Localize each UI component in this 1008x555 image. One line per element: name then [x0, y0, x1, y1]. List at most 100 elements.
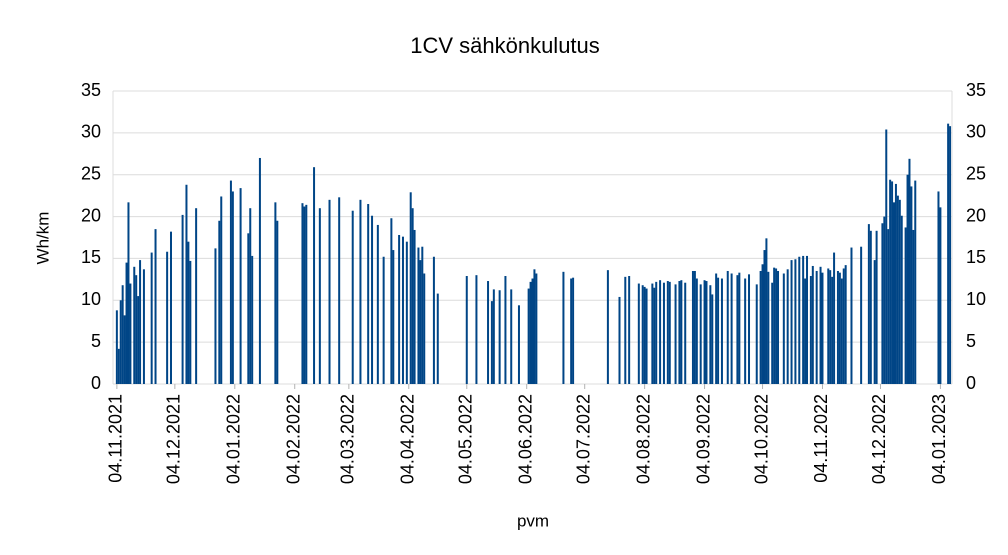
bar: [137, 296, 140, 384]
bar: [840, 278, 843, 384]
bar: [777, 270, 780, 384]
bar: [802, 255, 805, 384]
bar: [423, 273, 426, 384]
bar: [123, 315, 126, 384]
bar: [303, 206, 306, 384]
bar: [328, 199, 331, 384]
bar: [133, 266, 136, 384]
bar: [392, 250, 395, 384]
bar: [641, 285, 644, 384]
x-axis-label: pvm: [517, 511, 549, 530]
bar: [717, 277, 720, 384]
bar: [759, 270, 762, 384]
bar: [836, 270, 839, 384]
bar: [127, 202, 130, 384]
bar: [531, 278, 534, 384]
bar: [867, 224, 870, 384]
x-tick-label: 04.10.2022: [751, 394, 771, 484]
y2-tick-label: 5: [966, 331, 976, 351]
x-tick-label: 04.12.2022: [869, 394, 889, 484]
x-tick-label: 04.01.2023: [929, 394, 949, 484]
bar: [695, 278, 698, 384]
bar: [239, 188, 242, 384]
bar: [910, 186, 913, 384]
bar: [860, 246, 863, 384]
bar: [411, 208, 414, 384]
bar: [821, 272, 824, 384]
bar: [711, 294, 714, 384]
bar: [674, 284, 677, 384]
x-tick-label: 04.03.2022: [338, 394, 358, 484]
bar: [413, 229, 416, 384]
bar: [618, 296, 621, 384]
bar: [432, 256, 435, 384]
bar: [798, 256, 801, 384]
bar: [492, 289, 495, 384]
bar: [949, 126, 952, 384]
x-tick-label: 04.12.2021: [164, 394, 184, 484]
x-tick-label: 04.09.2022: [693, 394, 713, 484]
bar: [274, 202, 277, 384]
bar: [844, 265, 847, 384]
bar: [827, 268, 830, 384]
bar: [214, 248, 217, 384]
bar: [794, 259, 797, 384]
bar: [819, 266, 822, 384]
bar: [666, 281, 669, 384]
bar: [645, 288, 648, 384]
bar: [651, 283, 654, 384]
bar: [276, 220, 279, 384]
bar: [885, 129, 888, 384]
bar: [417, 247, 420, 384]
bar: [305, 204, 308, 384]
bar: [218, 220, 221, 384]
bar: [498, 290, 501, 384]
bar: [693, 270, 696, 384]
bar: [517, 305, 520, 384]
bar: [359, 199, 362, 384]
bar: [121, 285, 124, 384]
y2-tick-label: 10: [966, 289, 986, 309]
bar: [465, 276, 468, 384]
x-tick-label: 04.05.2022: [456, 394, 476, 484]
bar: [139, 260, 142, 384]
y-tick-label: 20: [81, 205, 101, 225]
y-tick-label: 10: [81, 289, 101, 309]
bar: [790, 260, 793, 384]
bar: [655, 281, 658, 384]
chart-title: 1CV sähkönkulutus: [410, 33, 600, 58]
x-tick-label: 04.02.2022: [283, 394, 303, 484]
bar: [653, 287, 656, 384]
bar: [390, 218, 393, 384]
bar: [421, 246, 424, 384]
bar: [703, 280, 706, 384]
bar: [699, 284, 702, 384]
x-tick-label: 04.08.2022: [633, 394, 653, 484]
bar: [889, 179, 892, 384]
bar: [229, 180, 232, 384]
bar: [720, 278, 723, 384]
bar: [881, 223, 884, 384]
bar: [125, 262, 128, 384]
y-tick-label: 25: [81, 163, 101, 183]
bar: [251, 255, 254, 384]
y2-tick-label: 20: [966, 205, 986, 225]
bar: [748, 274, 751, 384]
y-tick-label: 35: [81, 80, 101, 100]
bar: [189, 260, 192, 384]
bar: [715, 273, 718, 384]
x-tick-label: 04.11.2022: [811, 394, 831, 483]
bar: [181, 214, 184, 384]
bar: [376, 224, 379, 384]
bar: [475, 275, 478, 384]
bar: [906, 174, 909, 384]
bar: [833, 252, 836, 384]
bar: [527, 288, 530, 384]
bar: [258, 157, 261, 384]
bar: [804, 278, 807, 384]
bar: [247, 233, 250, 384]
bar: [409, 192, 412, 384]
bar: [761, 264, 764, 384]
bar: [637, 283, 640, 384]
bar: [831, 276, 834, 384]
